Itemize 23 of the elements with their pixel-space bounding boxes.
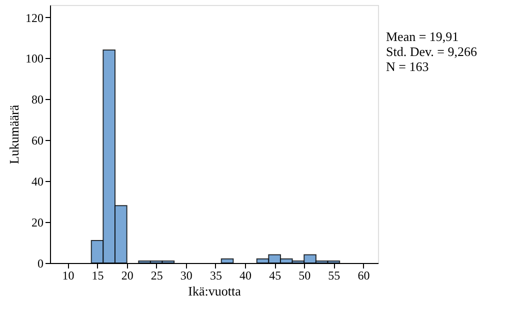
y-tick-label: 60 <box>32 134 44 148</box>
x-tick-label: 55 <box>328 268 340 282</box>
y-tick-label: 100 <box>26 52 44 66</box>
x-tick-label: 45 <box>269 268 282 282</box>
y-tick-label: 80 <box>32 92 44 107</box>
text: N = 163 <box>386 59 429 74</box>
text: Std. Dev. = 9,266 <box>386 44 478 59</box>
x-tick-label: 40 <box>240 268 252 282</box>
y-tick-label: 20 <box>32 216 44 230</box>
y-tick-label: 40 <box>32 174 44 189</box>
x-tick-label: 25 <box>150 268 163 282</box>
x-tick-label: 15 <box>92 268 104 282</box>
x-axis-title: Ikä:vuotta <box>188 284 242 298</box>
x-tick-label: 35 <box>210 268 222 282</box>
x-tick-label: 50 <box>298 268 311 282</box>
text: Mean = 19,91 <box>386 29 459 44</box>
y-tick-label: 0 <box>38 256 44 270</box>
x-tick-label: 30 <box>180 268 192 282</box>
y-tick-label: 120 <box>26 10 44 25</box>
y-axis-title: Lukumäärä <box>6 104 22 164</box>
x-tick-label: 60 <box>358 268 370 282</box>
x-tick-label: 20 <box>121 268 134 282</box>
x-tick-label: 10 <box>62 268 74 282</box>
